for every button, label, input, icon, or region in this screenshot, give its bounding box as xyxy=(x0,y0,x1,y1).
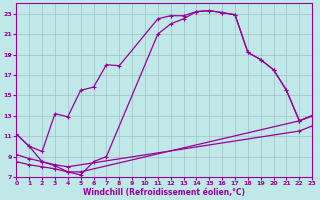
X-axis label: Windchill (Refroidissement éolien,°C): Windchill (Refroidissement éolien,°C) xyxy=(83,188,245,197)
